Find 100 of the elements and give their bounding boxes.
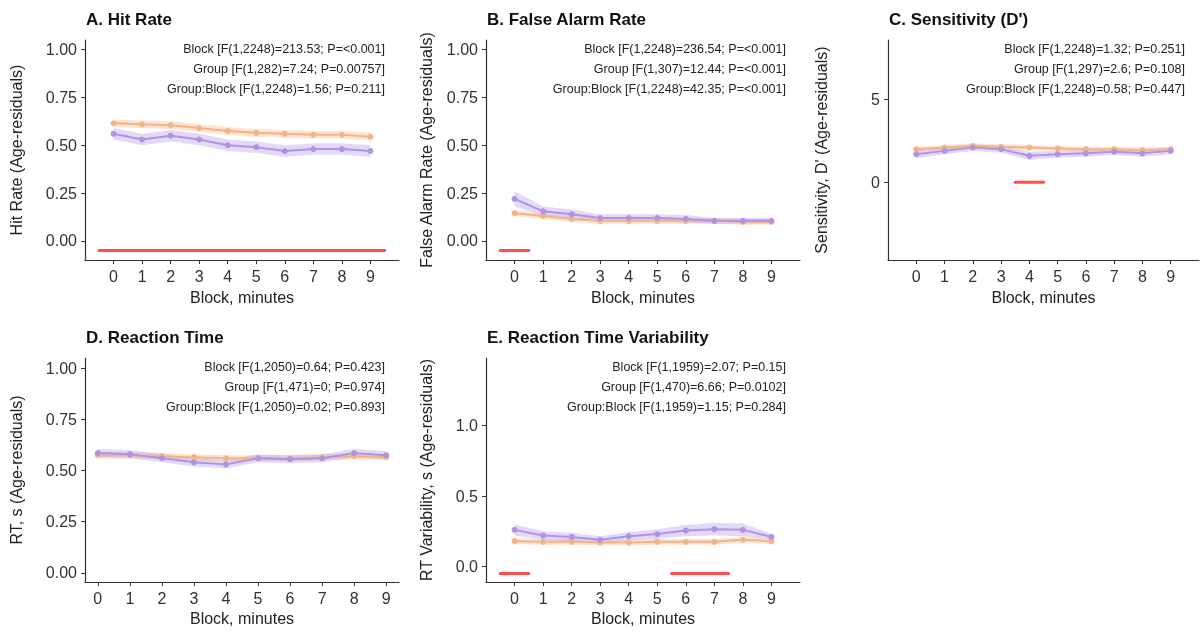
chart-title: C. Sensitivity (D') [889,10,1029,29]
x-tick-label: 2 [157,589,167,607]
annotation: Group [F(1,471)=0; P=0.974] [224,379,385,394]
y-axis-title: Sensitivity, D' (Age-residuals) [812,46,830,254]
point [768,533,775,540]
y-tick-label: 1.0 [455,417,479,435]
point [310,131,317,138]
point [511,526,518,533]
point [511,195,518,202]
x-tick-label: 4 [223,267,233,285]
x-tick-label: 5 [253,589,263,607]
x-tick-label: 3 [595,267,605,285]
point [190,454,197,461]
y-axis-title: RT Variability, s (Age-residuals) [417,359,435,581]
x-tick-label: 4 [624,589,634,607]
x-tick-label: 4 [221,589,231,607]
point [167,132,174,139]
y-tick-label: 0.0 [455,558,479,575]
annotation: Block [F(1,2248)=1.32; P=0.251] [1004,41,1185,56]
point [110,120,117,127]
point [568,533,575,540]
x-tick-label: 8 [349,589,359,607]
x-tick-label: 6 [681,267,691,285]
x-tick-label: 6 [1081,267,1091,285]
point [654,538,661,545]
point [310,146,317,153]
point [281,148,288,155]
x-tick-label: 4 [1024,267,1034,285]
y-tick-label: 0.50 [446,136,479,154]
x-tick-label: 3 [189,589,199,607]
point [913,151,920,158]
x-tick-label: 1 [940,267,950,285]
x-tick-label: 7 [709,267,719,285]
x-tick-label: 1 [125,589,135,607]
x-tick-label: 6 [280,267,290,285]
y-tick-label: 1.00 [45,41,78,59]
y-tick-label: 0.75 [45,410,78,428]
x-tick-label: 9 [767,267,776,285]
y-tick-label: 0.5 [455,487,479,505]
point [511,210,518,217]
chart-title: A. Hit Rate [86,10,172,29]
point [139,136,146,143]
annotation: Block [F(1,1959)=2.07; P=0.15] [612,359,786,374]
y-tick-label: 0.25 [45,513,78,531]
point [224,127,231,134]
x-tick-label: 9 [366,267,375,285]
point [1082,150,1089,157]
x-tick-label: 7 [1109,267,1119,285]
point [190,459,197,466]
x-tick-label: 6 [285,589,295,607]
x-tick-label: 9 [767,589,776,607]
x-tick-label: 1 [137,267,147,285]
annotation: Group:Block [F(1,1959)=1.15; P=0.284] [567,399,786,414]
annotation: Block [F(1,2248)=213.53; P=<0.001] [183,41,385,56]
y-tick-label: 0.25 [446,184,479,202]
point [253,144,260,151]
point [711,538,718,545]
point [739,536,746,543]
chart-title: D. Reaction Time [86,328,224,347]
point [338,146,345,153]
point [739,526,746,533]
y-tick-label: 0.50 [45,136,78,154]
x-tick-label: 4 [624,267,634,285]
y-tick-label: 0.00 [45,564,78,582]
y-axis-title: Hit Rate (Age-residuals) [7,64,25,236]
point [682,527,689,534]
x-axis-title: Block, minutes [991,288,1096,306]
point [281,130,288,137]
point [222,461,229,468]
x-tick-label: 2 [166,267,176,285]
point [540,208,547,215]
point [367,148,374,155]
annotation: Block [F(1,2248)=236.54; P=<0.001] [584,41,786,56]
x-tick-label: 8 [738,589,748,607]
point [682,538,689,545]
point [253,129,260,136]
point [110,130,117,137]
x-tick-label: 1 [538,589,548,607]
annotation: Group [F(1,282)=7.24; P=0.00757] [193,61,385,76]
x-tick-label: 7 [317,589,327,607]
x-tick-label: 8 [738,267,748,285]
point [568,211,575,218]
point [654,531,661,538]
x-tick-label: 9 [381,589,391,607]
x-tick-label: 5 [251,267,261,285]
x-tick-label: 2 [968,267,978,285]
x-axis-title: Block, minutes [590,288,696,306]
annotation: Group [F(1,470)=6.66; P=0.0102] [601,379,786,394]
x-tick-label: 0 [510,267,520,285]
annotation: Block [F(1,2050)=0.64; P=0.423] [204,359,385,374]
y-tick-label: 0.00 [45,232,78,250]
y-tick-label: 0.75 [446,88,479,106]
annotation: Group [F(1,307)=12.44; P=<0.001] [593,61,786,76]
x-tick-label: 5 [652,267,662,285]
point [1054,151,1061,158]
x-axis-title: Block, minutes [590,610,696,628]
x-tick-label: 7 [308,267,318,285]
x-tick-label: 3 [194,267,204,285]
x-tick-label: 8 [337,267,347,285]
annotation: Group [F(1,297)=2.6; P=0.108] [1014,61,1185,76]
